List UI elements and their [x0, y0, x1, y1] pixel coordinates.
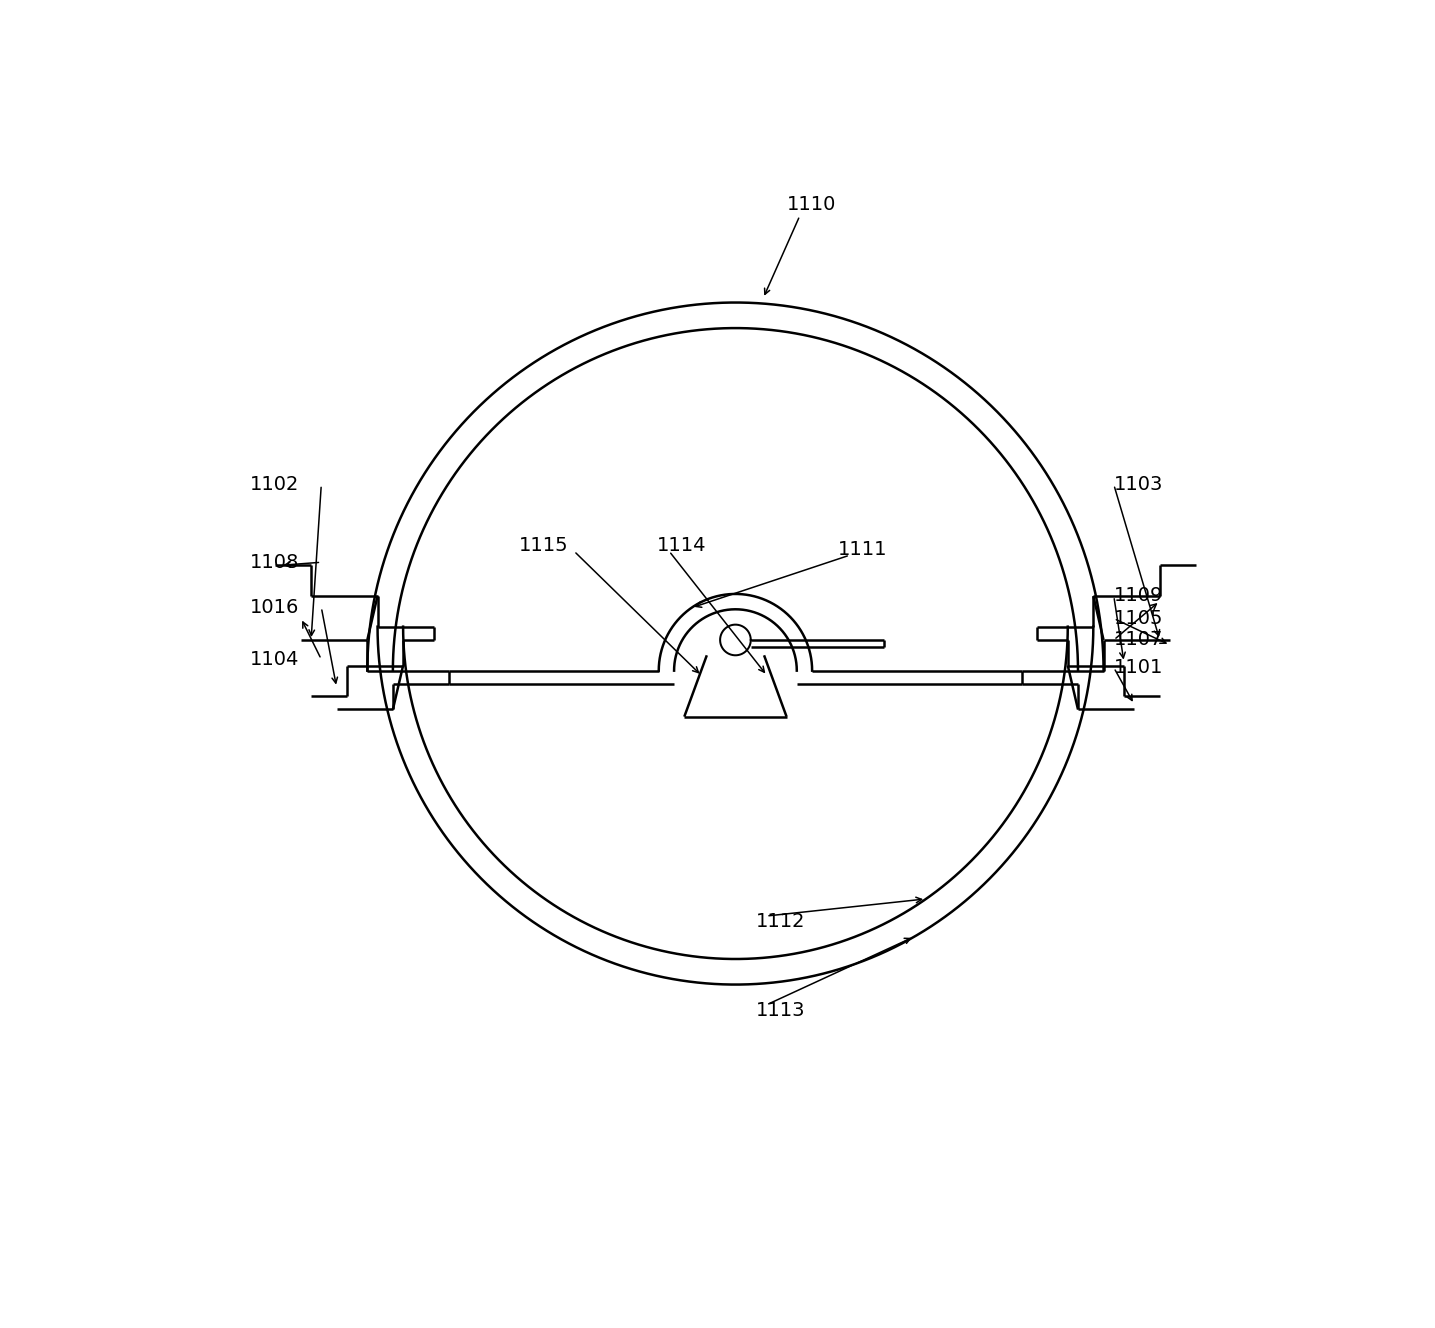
Text: 1016: 1016	[250, 598, 298, 616]
Text: 1111: 1111	[838, 540, 887, 559]
Text: 1105: 1105	[1114, 610, 1164, 628]
Text: 1113: 1113	[756, 1000, 805, 1020]
Text: 1114: 1114	[657, 537, 706, 555]
Text: 1112: 1112	[756, 911, 805, 931]
Text: 1101: 1101	[1114, 659, 1164, 677]
Text: 1115: 1115	[518, 537, 568, 555]
Text: 1104: 1104	[250, 649, 298, 669]
Text: 1103: 1103	[1114, 475, 1164, 494]
Text: 1109: 1109	[1114, 587, 1164, 606]
Text: 1107: 1107	[1114, 631, 1164, 649]
Text: 1108: 1108	[250, 552, 298, 572]
Text: 1102: 1102	[250, 475, 298, 494]
Text: 1110: 1110	[786, 195, 837, 214]
